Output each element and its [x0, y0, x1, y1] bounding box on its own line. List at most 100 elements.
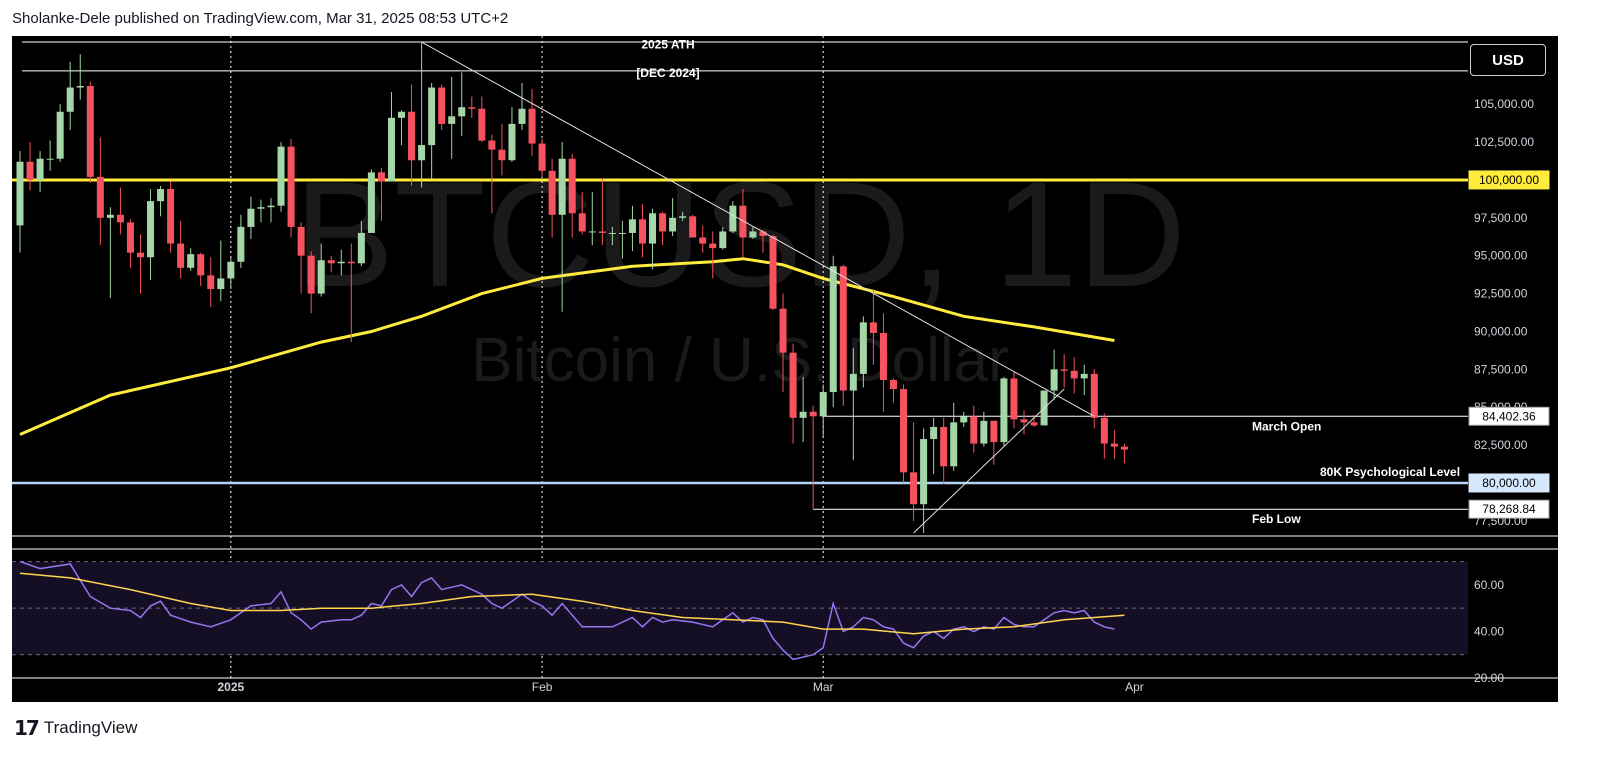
candle-body [528, 108, 536, 144]
candle-body [478, 108, 486, 141]
candle-body [518, 108, 526, 124]
candle-body [930, 426, 938, 440]
candle-body [448, 116, 456, 124]
annotation-label: March Open [1252, 419, 1321, 433]
candle-body [267, 205, 275, 208]
currency-button[interactable]: USD [1470, 44, 1546, 76]
price-tick-label: 105,000.00 [1474, 97, 1534, 111]
candle-body [136, 252, 144, 258]
price-label-box [1468, 499, 1550, 519]
price-tick-label: 87,500.00 [1474, 362, 1528, 376]
ascending-trendline [913, 388, 1065, 534]
price-label-box [1468, 170, 1550, 190]
candle-body [729, 205, 737, 232]
candle-body [86, 86, 94, 177]
candle-body [709, 243, 717, 249]
chart-area[interactable]: BTCUSD, 1D Bitcoin / U.S. Dollar 2025 ATH[… [12, 36, 1558, 702]
candle-body [980, 420, 988, 444]
candle-body [207, 275, 215, 290]
rsi-ma-line [19, 572, 1125, 635]
candle-body [157, 189, 165, 202]
price-tick-label: 92,500.00 [1474, 287, 1528, 301]
candle-body [649, 213, 657, 244]
candle-body [357, 232, 365, 264]
moving-average-line [19, 257, 1115, 436]
price-tick-label: 102,500.00 [1474, 135, 1534, 149]
candle-body [56, 111, 64, 159]
candle-body [76, 86, 84, 88]
candle-body [659, 213, 667, 232]
candle-body [1120, 446, 1128, 450]
candle-body [327, 260, 335, 264]
candle-body [1110, 443, 1118, 447]
candle-body [900, 389, 908, 473]
rsi-tick-label: 40.00 [1474, 624, 1504, 638]
candle-body [468, 107, 476, 109]
candle-body [940, 426, 948, 467]
candle-body [177, 243, 185, 268]
rsi-line [19, 560, 1115, 661]
time-tick-label: Mar [813, 680, 834, 694]
candle-body [719, 231, 727, 249]
price-tick-label: 97,500.00 [1474, 211, 1528, 225]
candle-body [699, 237, 707, 244]
candle-body [387, 117, 395, 182]
candle-body [317, 260, 325, 294]
candle-body [1090, 373, 1098, 418]
candle-body [408, 111, 416, 161]
candle-body [167, 189, 175, 244]
annotation-label: Feb Low [1252, 512, 1301, 526]
candle-body [147, 201, 155, 258]
candle-body [247, 208, 255, 227]
time-tick-label: 2025 [217, 680, 244, 694]
time-tick-label: Feb [532, 680, 553, 694]
candle-body [829, 266, 837, 393]
candle-body [669, 217, 677, 232]
candle-body [990, 420, 998, 443]
candle-body [1030, 422, 1038, 426]
candle-body [1000, 378, 1008, 443]
candle-body [1060, 369, 1068, 371]
candle-body [809, 411, 817, 417]
candle-body [789, 352, 797, 418]
candle-body [618, 232, 626, 234]
candle-body [920, 439, 928, 505]
candle-body [277, 146, 285, 206]
candle-body [337, 261, 345, 264]
candle-body [628, 219, 636, 233]
candle-body [849, 373, 857, 391]
price-tick-label: 90,000.00 [1474, 324, 1528, 338]
candle-body [377, 172, 385, 182]
tradingview-logo-icon: 17 [14, 716, 40, 740]
footer: 17 TradingView [14, 716, 137, 740]
candle-body [46, 158, 54, 160]
candle-body [66, 87, 74, 112]
candle-body [237, 226, 245, 262]
candle-body [187, 254, 195, 268]
candle-body [1080, 373, 1088, 379]
candle-body [26, 161, 34, 180]
candle-body [578, 213, 586, 232]
candle-body [508, 123, 516, 161]
candle-body [588, 231, 596, 233]
price-label-text: 100,000.00 [1479, 173, 1539, 187]
price-tick-label: 95,000.00 [1474, 249, 1528, 263]
candle-body [1050, 369, 1058, 391]
candle-body [418, 145, 426, 161]
annotation-label: 80K Psychological Level [1320, 465, 1460, 479]
candle-body [970, 416, 978, 444]
candle-body [398, 111, 406, 118]
candle-body [257, 207, 265, 209]
candle-body [568, 158, 576, 214]
candle-body [96, 176, 104, 218]
candle-body [638, 219, 646, 244]
candle-body [869, 322, 877, 333]
candle-body [438, 87, 446, 124]
candle-body [779, 308, 787, 353]
candle-body [347, 261, 355, 264]
candle-body [689, 216, 697, 238]
annotation-label: [DEC 2024] [636, 66, 699, 80]
candle-body [458, 107, 466, 117]
publish-header: Sholanke-Dele published on TradingView.c… [12, 10, 509, 27]
